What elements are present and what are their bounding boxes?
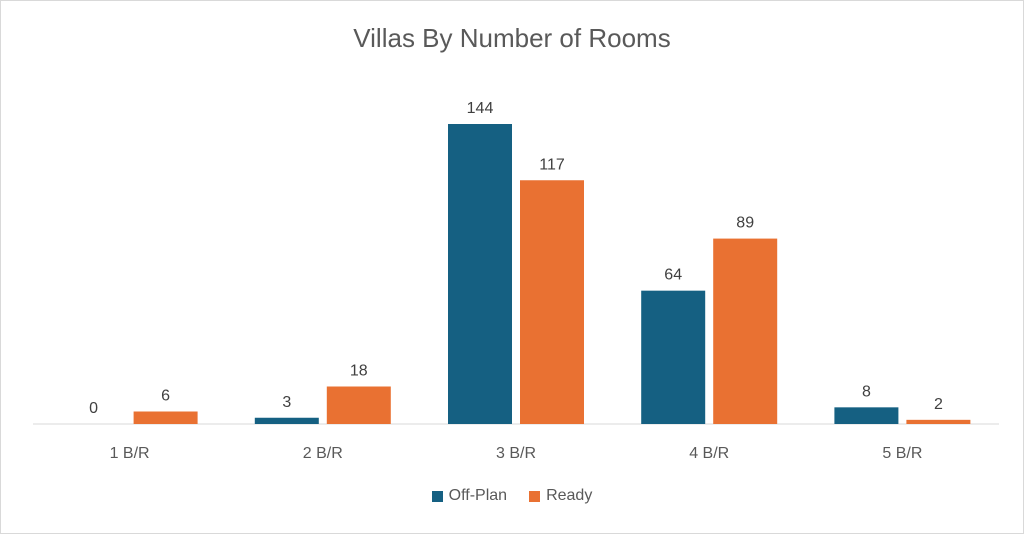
x-tick-label: 4 B/R — [689, 445, 729, 462]
x-tick-label: 1 B/R — [110, 445, 150, 462]
chart-legend: Off-Plan Ready — [1, 487, 1023, 505]
data-label: 18 — [350, 363, 368, 380]
bar — [641, 290, 706, 424]
legend-swatch — [529, 490, 541, 502]
data-label: 144 — [467, 100, 494, 117]
bar — [254, 417, 319, 424]
bar — [326, 386, 391, 424]
bar — [834, 407, 899, 424]
x-tick-label: 5 B/R — [882, 445, 922, 462]
data-label: 6 — [161, 388, 170, 405]
data-label: 8 — [862, 383, 871, 400]
bar — [520, 180, 584, 424]
bar — [713, 238, 778, 424]
chart-title: Villas By Number of Rooms — [353, 23, 671, 53]
legend-item: Ready — [529, 487, 592, 505]
legend-label: Ready — [546, 487, 593, 504]
data-label: 89 — [736, 215, 754, 232]
bar — [448, 124, 512, 424]
x-tick-label: 3 B/R — [496, 445, 536, 462]
data-label: 3 — [282, 394, 291, 411]
bar — [906, 419, 971, 424]
data-label: 0 — [89, 400, 98, 417]
x-tick-label: 2 B/R — [303, 445, 343, 462]
data-label: 2 — [934, 396, 943, 413]
legend-swatch — [431, 490, 443, 502]
data-label: 117 — [539, 156, 565, 173]
legend-item: Off-Plan — [431, 487, 508, 505]
bar — [133, 411, 198, 424]
data-label: 64 — [664, 267, 682, 284]
legend-label: Off-Plan — [448, 487, 508, 504]
